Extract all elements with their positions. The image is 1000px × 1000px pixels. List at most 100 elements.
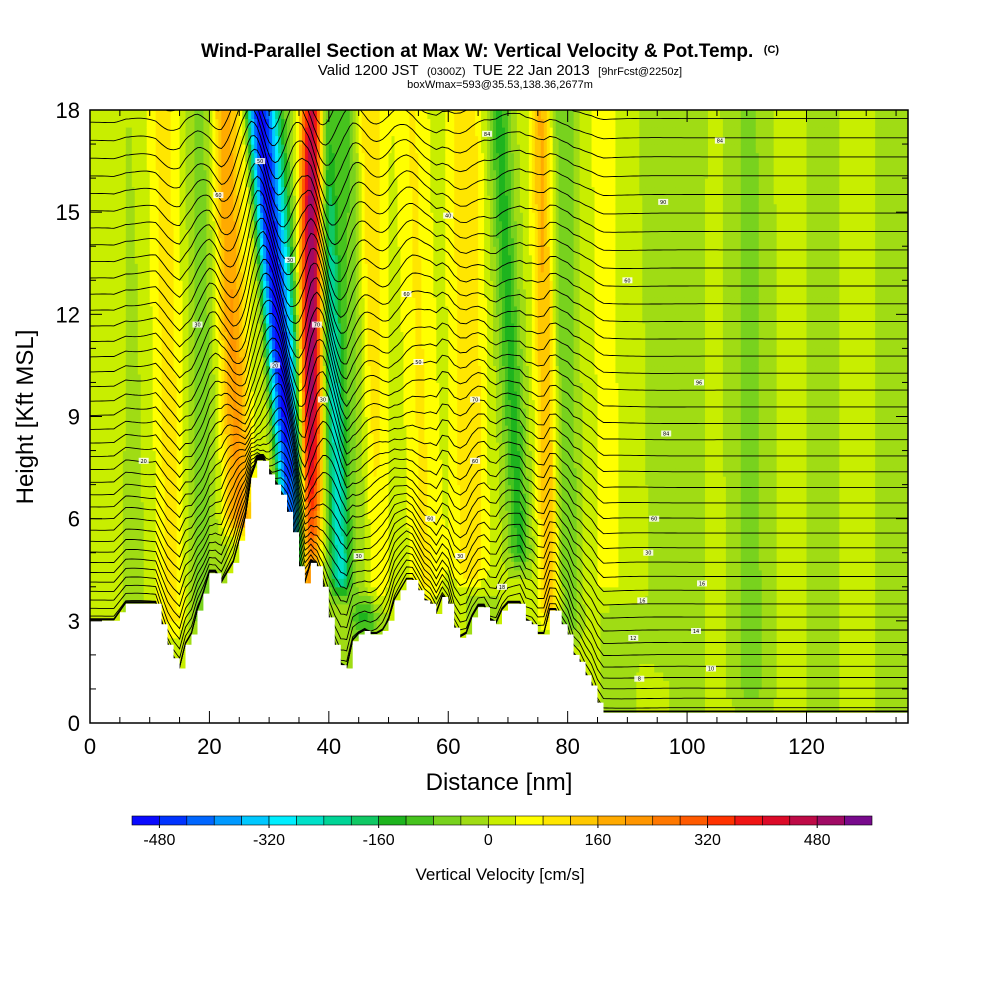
w-cell — [230, 476, 234, 486]
w-cell — [266, 288, 270, 298]
w-cell — [110, 144, 115, 154]
w-cell — [113, 373, 118, 384]
w-cell — [140, 527, 145, 537]
w-cell — [122, 527, 127, 537]
w-cell — [146, 586, 151, 596]
w-cell — [224, 263, 228, 273]
w-cell — [152, 127, 157, 137]
w-cell — [218, 425, 222, 435]
subtitle-date: TUE 22 Jan 2013 — [473, 62, 590, 79]
w-cell — [90, 339, 94, 349]
w-cell — [224, 331, 228, 341]
w-cell — [95, 450, 100, 460]
w-cell — [266, 390, 270, 401]
w-cell — [200, 331, 205, 341]
w-cell — [146, 373, 151, 384]
w-cell — [152, 476, 157, 486]
w-cell — [209, 390, 214, 401]
w-cell — [152, 407, 157, 418]
w-cell — [116, 297, 121, 307]
w-cell — [122, 305, 127, 315]
w-cell — [131, 476, 136, 486]
w-cell — [164, 314, 169, 324]
w-cell — [206, 263, 211, 273]
w-cell — [245, 271, 249, 281]
w-cell — [149, 442, 154, 452]
w-cell — [170, 144, 175, 154]
w-cell — [131, 339, 136, 349]
w-cell — [209, 110, 214, 120]
w-cell — [155, 331, 160, 341]
w-cell — [236, 484, 240, 494]
w-cell — [140, 365, 145, 375]
w-cell — [161, 305, 166, 315]
w-cell — [167, 467, 172, 477]
w-cell — [116, 561, 121, 571]
w-cell — [92, 110, 97, 120]
w-cell — [95, 484, 100, 494]
w-cell — [278, 322, 282, 332]
w-cell — [167, 510, 172, 520]
w-cell — [167, 535, 172, 545]
w-cell — [221, 305, 225, 315]
w-cell — [149, 510, 154, 520]
w-cell — [194, 595, 199, 605]
w-cell — [236, 544, 240, 554]
w-cell — [116, 476, 121, 486]
w-cell — [203, 484, 208, 494]
w-cell — [263, 390, 267, 401]
w-cell — [137, 254, 142, 264]
w-cell — [236, 271, 240, 281]
w-cell — [290, 220, 294, 230]
w-cell — [215, 510, 219, 520]
w-cell — [155, 263, 160, 273]
w-cell — [128, 288, 133, 298]
w-cell — [161, 348, 166, 358]
w-cell — [200, 510, 205, 520]
w-cell — [137, 569, 142, 579]
w-cell — [224, 271, 228, 281]
w-cell — [113, 195, 118, 205]
w-cell — [131, 152, 136, 162]
w-cell — [179, 186, 184, 196]
w-cell — [158, 459, 163, 469]
w-cell — [272, 135, 276, 145]
w-cell — [164, 254, 169, 264]
w-cell — [284, 169, 288, 179]
w-cell — [113, 127, 118, 137]
w-cell — [230, 493, 234, 503]
w-cell — [221, 280, 225, 290]
w-cell — [203, 203, 208, 213]
w-cell — [152, 535, 157, 545]
w-cell — [131, 390, 136, 401]
w-cell — [140, 356, 145, 367]
w-cell — [134, 169, 139, 179]
w-cell — [167, 339, 172, 349]
w-cell — [206, 407, 211, 418]
w-cell — [215, 237, 219, 247]
w-cell — [275, 212, 279, 222]
w-cell — [158, 416, 163, 426]
w-cell — [90, 493, 94, 503]
w-cell — [251, 186, 255, 196]
w-cell — [104, 416, 109, 426]
w-cell — [266, 220, 270, 230]
w-cell — [173, 544, 178, 554]
w-cell — [236, 152, 240, 162]
w-cell — [212, 144, 216, 154]
w-cell — [293, 280, 297, 290]
w-cell — [293, 322, 297, 332]
w-cell — [101, 407, 106, 418]
w-cell — [161, 416, 166, 426]
w-cell — [182, 118, 187, 128]
w-cell — [164, 178, 169, 188]
w-cell — [116, 246, 121, 256]
w-cell — [95, 493, 100, 503]
w-cell — [149, 331, 154, 341]
w-cell — [281, 271, 285, 281]
w-cell — [95, 501, 100, 511]
w-cell — [272, 203, 276, 213]
w-cell — [179, 527, 184, 537]
w-cell — [125, 484, 130, 494]
w-cell — [239, 110, 243, 120]
